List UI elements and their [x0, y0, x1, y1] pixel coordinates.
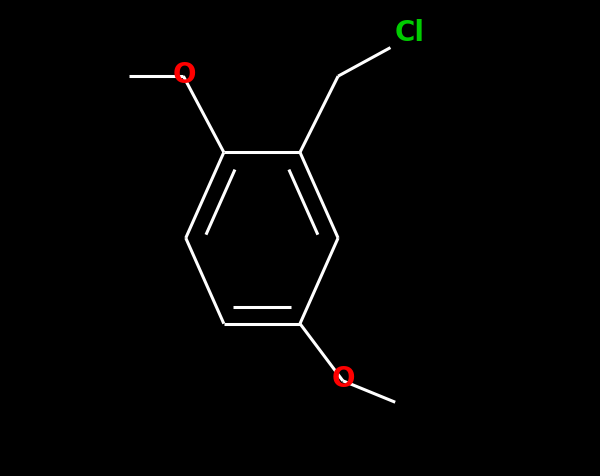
- Text: O: O: [173, 61, 196, 89]
- Text: Cl: Cl: [394, 20, 424, 47]
- Text: O: O: [332, 366, 356, 393]
